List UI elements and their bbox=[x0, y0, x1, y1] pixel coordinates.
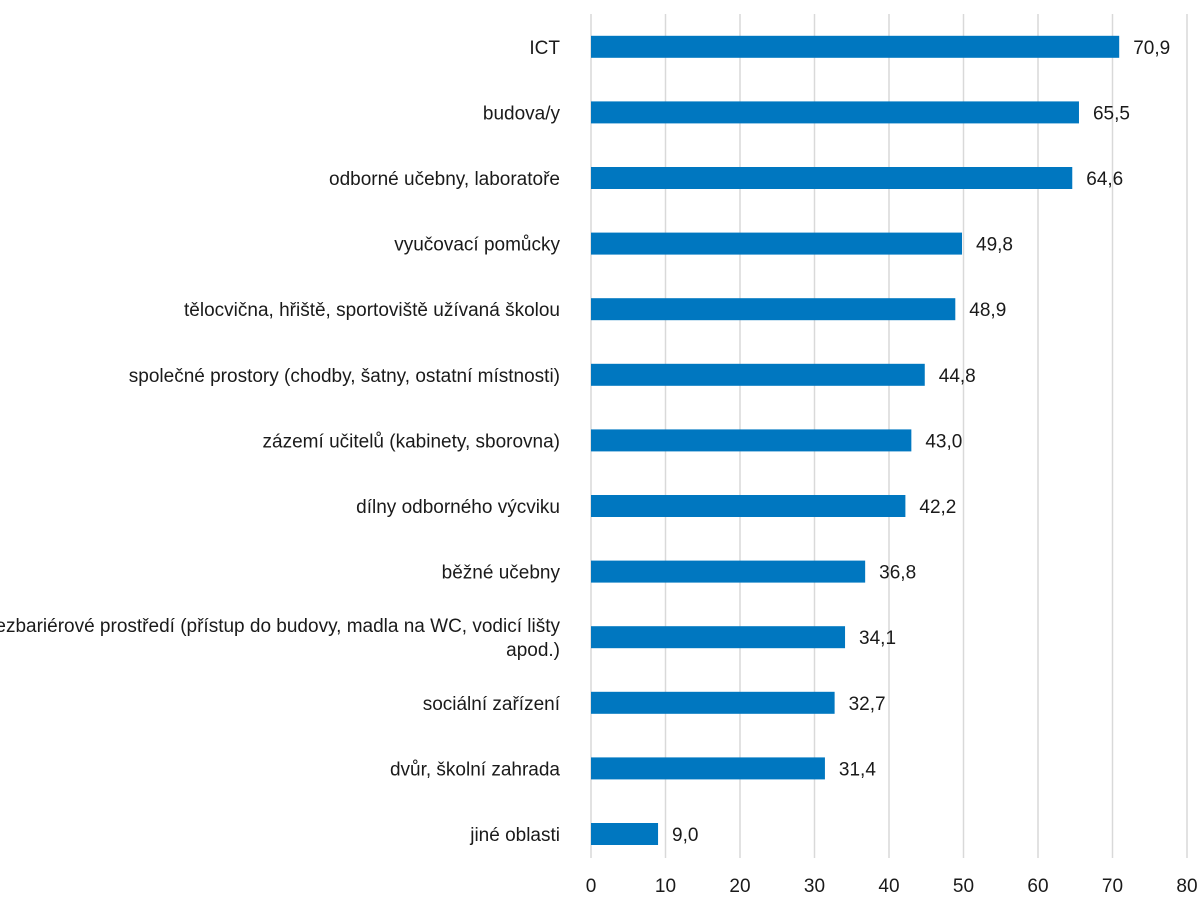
category-label: běžné učebny bbox=[442, 563, 561, 584]
x-tick-label: 20 bbox=[729, 876, 750, 897]
data-label: 42,2 bbox=[919, 497, 956, 518]
value-labels: 70,9 65,5 64,6 49,8 48,9 44,8 43,0 42,2 36,8 34,1… bbox=[672, 38, 1170, 846]
bar bbox=[591, 429, 912, 452]
x-axis-ticks: 0 10 20 30 40 50 60 70 80 bbox=[586, 876, 1198, 897]
bar bbox=[591, 560, 866, 583]
bar bbox=[591, 232, 963, 255]
data-label: 70,9 bbox=[1133, 38, 1170, 59]
category-label: bezbariérové prostředí (přístup do budov… bbox=[0, 616, 560, 637]
data-label: 64,6 bbox=[1086, 169, 1123, 190]
x-tick-label: 30 bbox=[804, 876, 825, 897]
x-tick-label: 0 bbox=[586, 876, 597, 897]
data-label: 44,8 bbox=[939, 366, 976, 387]
category-label: apod.) bbox=[506, 640, 560, 661]
category-label: dílny odborného výcviku bbox=[356, 497, 560, 518]
category-label: sociální zařízení bbox=[423, 694, 561, 715]
category-label: tělocvična, hřiště, sportoviště užívaná … bbox=[184, 300, 560, 321]
bar bbox=[591, 167, 1073, 189]
x-tick-label: 40 bbox=[878, 876, 899, 897]
x-tick-label: 50 bbox=[953, 876, 974, 897]
data-label: 34,1 bbox=[859, 628, 896, 649]
category-label: dvůr, školní zahrada bbox=[390, 759, 560, 780]
category-labels: ICT budova/y odborné učebny, laboratoře vyu… bbox=[0, 38, 561, 846]
data-label: 48,9 bbox=[969, 300, 1006, 321]
bar bbox=[591, 626, 846, 649]
bar bbox=[591, 298, 956, 321]
data-label: 65,5 bbox=[1093, 103, 1130, 124]
x-tick-label: 10 bbox=[655, 876, 676, 897]
data-label: 9,0 bbox=[672, 825, 698, 846]
bar bbox=[591, 363, 925, 386]
x-tick-label: 80 bbox=[1176, 876, 1197, 897]
bar bbox=[591, 691, 835, 714]
x-tick-label: 60 bbox=[1027, 876, 1048, 897]
bar bbox=[591, 495, 906, 517]
category-label: jiné oblasti bbox=[469, 825, 560, 846]
category-label: budova/y bbox=[483, 103, 561, 124]
category-label: společné prostory (chodby, šatny, ostatn… bbox=[129, 366, 560, 387]
data-label: 43,0 bbox=[925, 431, 962, 452]
data-label: 31,4 bbox=[839, 759, 876, 780]
bar bbox=[591, 101, 1079, 124]
data-label: 49,8 bbox=[976, 235, 1013, 256]
bar bbox=[591, 823, 659, 845]
category-label: odborné učebny, laboratoře bbox=[329, 169, 560, 190]
data-label: 32,7 bbox=[849, 694, 886, 715]
x-tick-label: 70 bbox=[1102, 876, 1123, 897]
bar bbox=[591, 35, 1120, 58]
category-label: zázemí učitelů (kabinety, sborovna) bbox=[263, 431, 560, 452]
bars bbox=[591, 35, 1120, 845]
category-label: vyučovací pomůcky bbox=[394, 235, 560, 256]
category-label: ICT bbox=[529, 38, 560, 59]
bar bbox=[591, 757, 825, 780]
data-label: 36,8 bbox=[879, 563, 916, 584]
